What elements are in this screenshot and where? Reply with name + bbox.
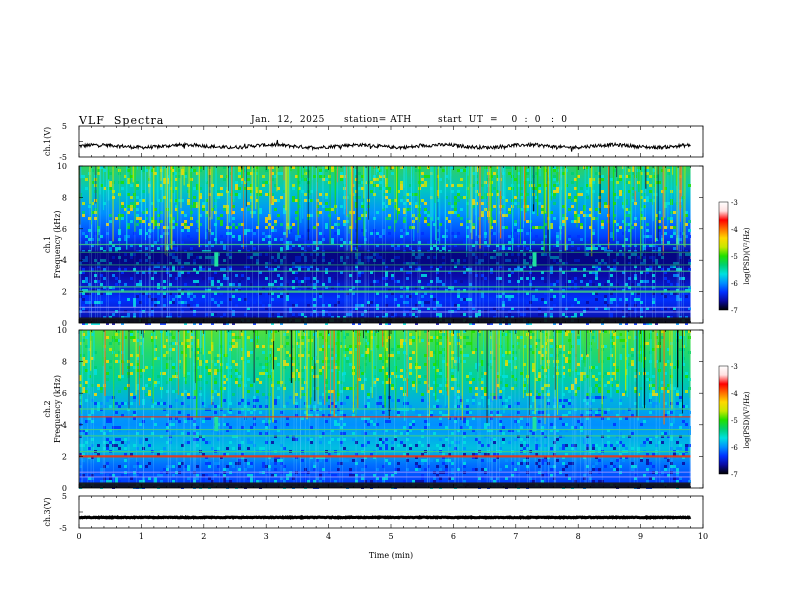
ch2-spectrogram-burst: [532, 416, 537, 432]
ch2-spectrogram-ytick-label: 4: [62, 421, 67, 430]
figure-title: VLF Spectra: [79, 114, 165, 127]
ch2-spectrogram-ytick-label: 6: [62, 389, 67, 398]
ch1-spectrogram-burst: [532, 252, 537, 267]
ch2-spectrogram-ylabel: Frequency (kHz): [53, 375, 62, 443]
ch1-spectrogram-colorbar-tick-label: -7: [731, 307, 738, 315]
ch2-spectrogram-colorbar-tick-label: -4: [731, 390, 738, 398]
station-label: station= ATH: [344, 115, 412, 125]
x-tick-label: 9: [638, 532, 643, 541]
ch1-spectrogram-ytick-label: 2: [62, 288, 67, 297]
ch2-spectrogram-burst: [214, 416, 219, 432]
x-tick-label: 0: [76, 532, 81, 541]
x-tick-label: 6: [451, 532, 456, 541]
x-tick-label: 2: [201, 532, 206, 541]
ch1-waveform-frame: [78, 125, 704, 158]
ch1-waveform-trace: [79, 139, 691, 152]
date-label: Jan. 12, 2025: [251, 115, 325, 125]
ch3-waveform-ytick-label: -5: [59, 524, 67, 533]
ch2-spectrogram-ytick-label: 10: [57, 326, 67, 335]
ch1-waveform-ylabel: ch.1(V): [43, 127, 52, 156]
ch1-spectrogram-dark-band: [79, 250, 691, 267]
ch1-spectrogram-burst: [214, 252, 219, 267]
ch2-spectrogram-channel-label: ch.2: [43, 400, 52, 417]
ch3-waveform-frame: [78, 495, 704, 529]
ch2-spectrogram-ytick-label: 0: [62, 484, 67, 493]
x-tick-label: 4: [326, 532, 331, 541]
ch1-spectrogram-channel-label: ch.1: [43, 236, 52, 253]
ch1-spectrogram-colorbar-tick-label: -3: [731, 199, 738, 207]
ch3-waveform-trace: [78, 514, 692, 521]
ch3-waveform-ylabel: ch.3(V): [43, 497, 52, 526]
ch2-spectrogram-colorbar-tick-label: -5: [731, 417, 738, 425]
start-time-label: start UT = 0 : 0 : 0: [438, 115, 568, 125]
x-tick-label: 10: [698, 532, 708, 541]
ch2-spectrogram-ytick-label: 2: [62, 452, 67, 461]
ch1-spectrogram-ytick-label: 4: [62, 256, 67, 265]
ch1-spectrogram-colorbar-tick-label: -4: [731, 226, 738, 234]
ch2-spectrogram-image: [79, 330, 691, 489]
ch1-spectrogram-low-strip: [79, 317, 691, 323]
ch1-spectrogram-ytick-label: 8: [62, 193, 67, 202]
x-tick-label: 1: [139, 532, 144, 541]
ch1-spectrogram-colorbar-tick-label: -6: [731, 280, 738, 288]
ch1-waveform-ytick-label: 5: [62, 122, 67, 131]
ch1-spectrogram-image: [78, 166, 691, 325]
ch2-spectrogram-colorbar: [718, 365, 729, 475]
ch1-spectrogram-ytick-label: 0: [62, 319, 67, 328]
ch2-spectrogram-colorbar-tick-label: -3: [731, 363, 738, 371]
ch1-spectrogram-colorbar: [718, 201, 729, 311]
ch1-spectrogram-ylabel: Frequency (kHz): [53, 210, 62, 278]
ch1-spectrogram-colorbar-tick-label: -5: [731, 253, 738, 261]
ch2-spectrogram-ytick-label: 8: [62, 358, 67, 367]
ch2-spectrogram-colorbar-tick-label: -7: [731, 471, 738, 479]
x-tick-label: 8: [576, 532, 581, 541]
ch2-spectrogram-colorbar-label: log(PSD)(V²/Hz): [743, 391, 751, 448]
ch2-spectrogram-colorbar-tick-label: -6: [731, 444, 738, 452]
x-axis-label: Time (min): [369, 551, 413, 560]
ch1-spectrogram-colorbar-label: log(PSD)(V²/Hz): [743, 227, 751, 284]
ch1-waveform-ytick-label: -5: [59, 153, 67, 162]
x-tick-label: 5: [388, 532, 393, 541]
x-tick-label: 3: [264, 532, 269, 541]
ch2-spectrogram-low-strip: [79, 482, 691, 488]
ch1-spectrogram-ytick-label: 6: [62, 225, 67, 234]
x-tick-label: 7: [513, 532, 518, 541]
ch3-waveform-ytick-label: 5: [62, 492, 67, 501]
ch1-spectrogram-ytick-label: 10: [57, 162, 67, 171]
